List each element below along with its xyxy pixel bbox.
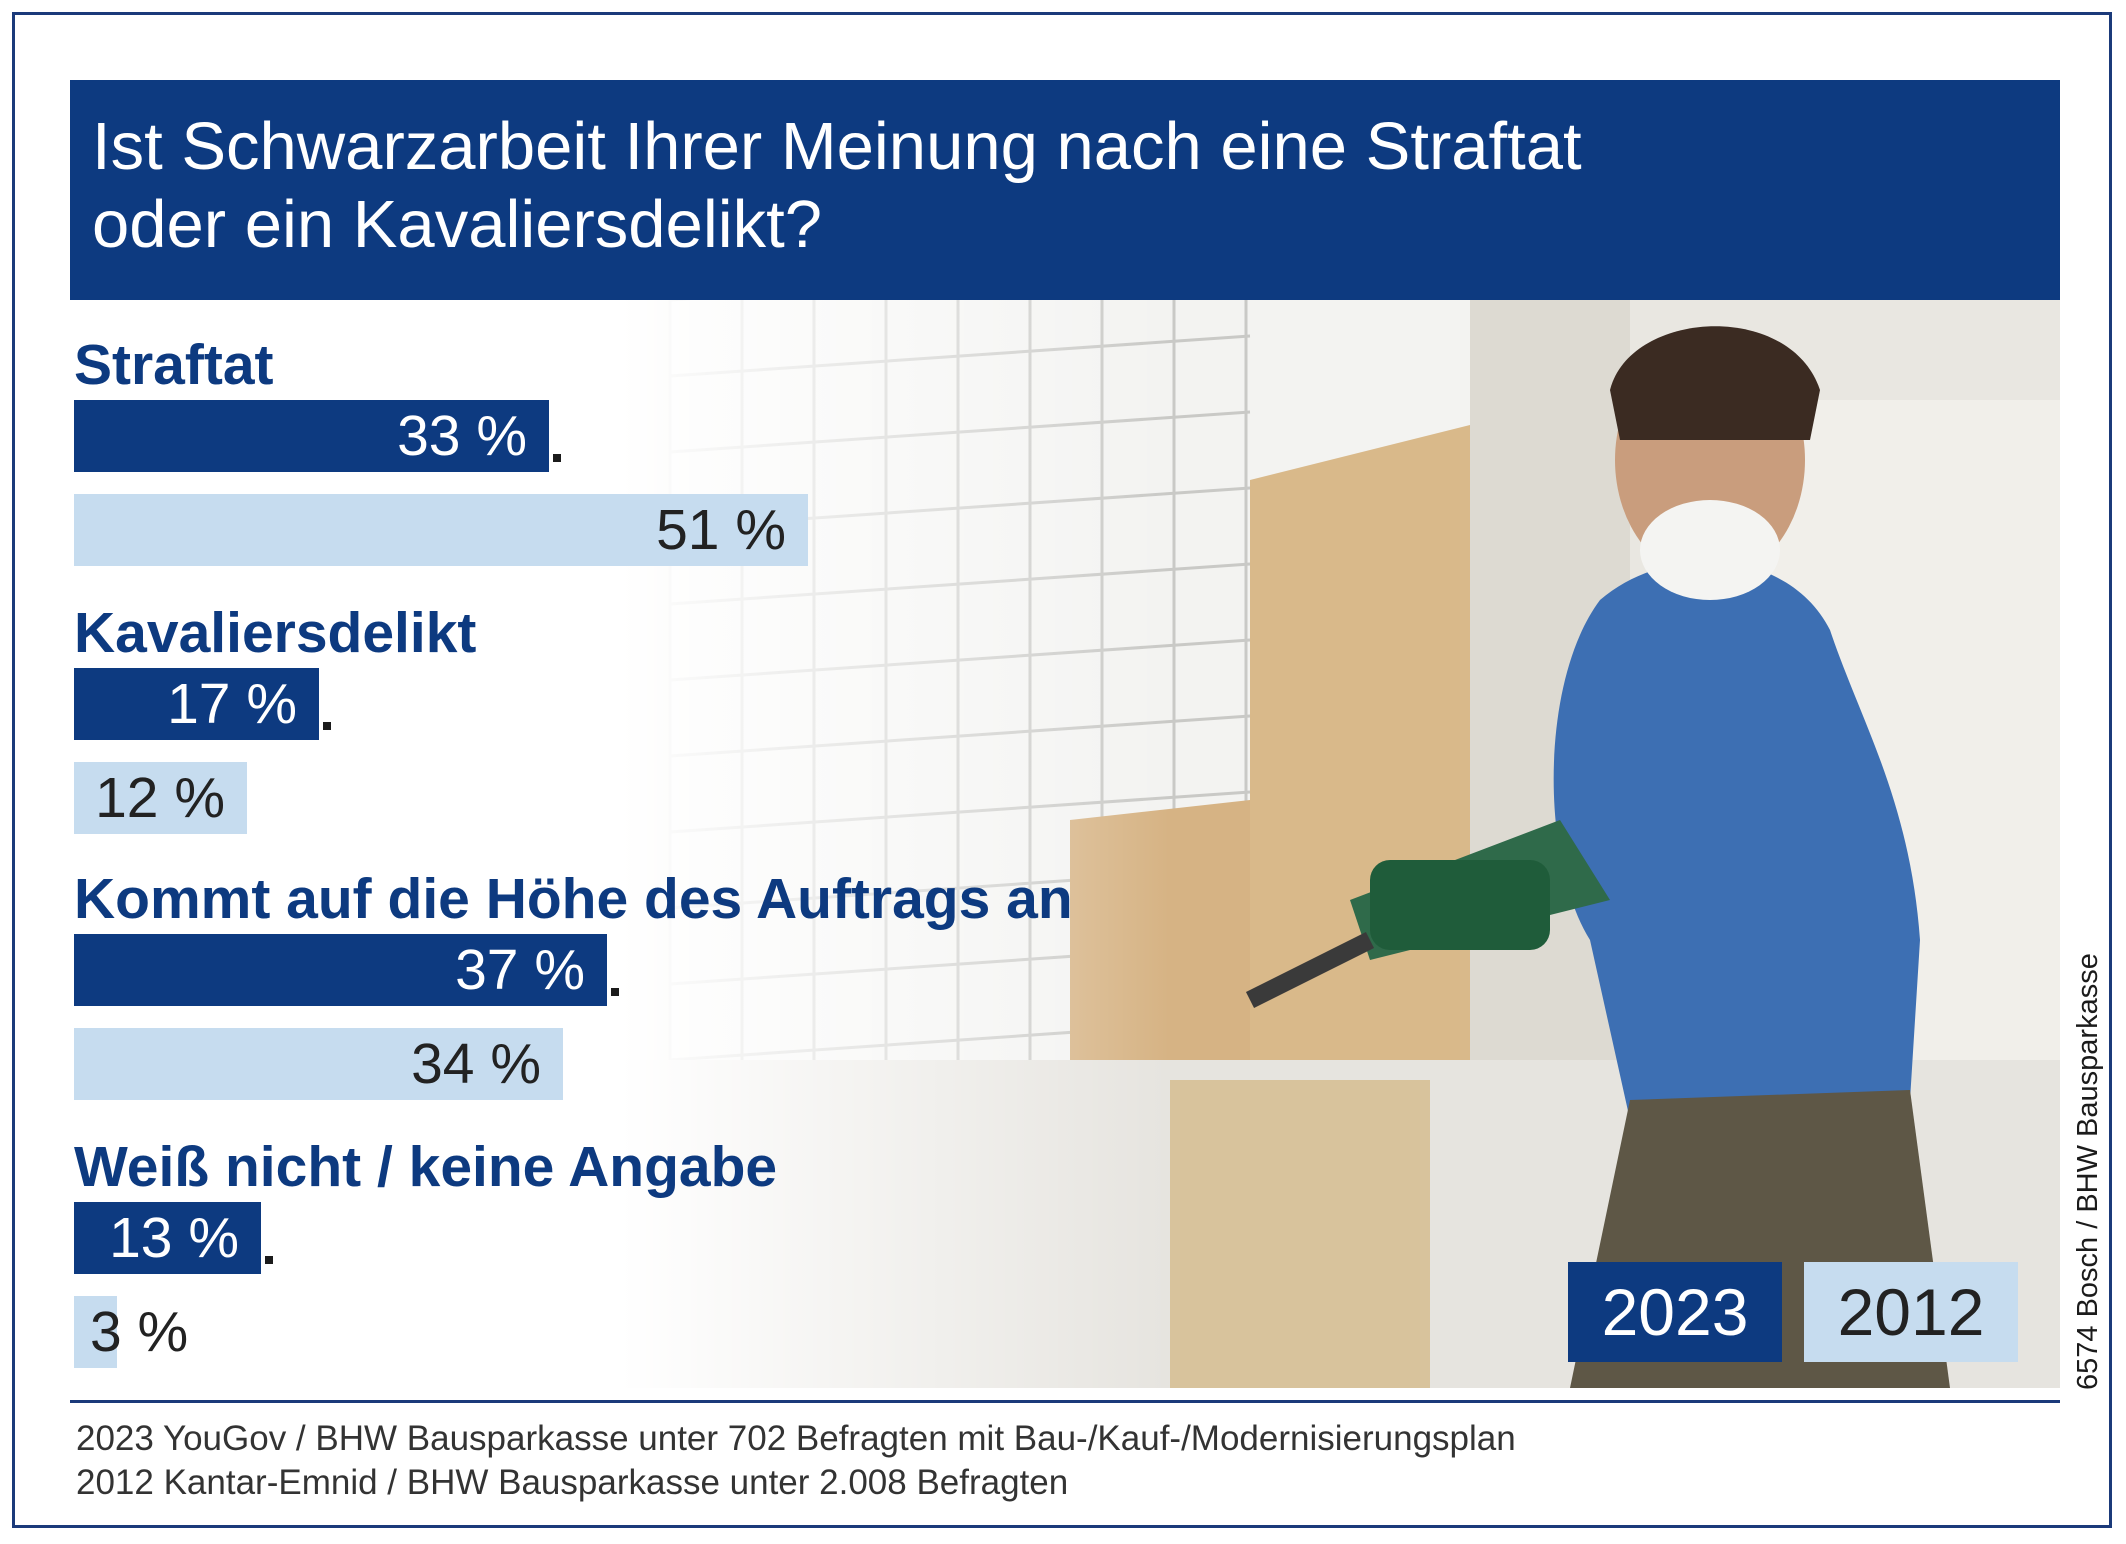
bar-2023 [74, 400, 549, 472]
bar-2012 [74, 1028, 563, 1100]
bar-2023 [74, 668, 319, 740]
bar-end-marker [265, 1256, 273, 1264]
category-label: Straftat [74, 333, 274, 397]
photo-credit: 6574 Bosch / BHW Bausparkasse [2072, 953, 2104, 1390]
bar-end-marker [611, 988, 619, 996]
bar-end-marker [323, 722, 331, 730]
value-label-2012: 12 % [95, 766, 225, 830]
bar-2023 [74, 1202, 261, 1274]
category-label: Kommt auf die Höhe des Auftrags an [74, 867, 1073, 931]
footer-rule [70, 1400, 2060, 1403]
value-label-2023: 37 % [455, 938, 585, 1002]
value-label-2023: 13 % [109, 1206, 239, 1270]
chart-title: Ist Schwarzarbeit Ihrer Meinung nach ein… [92, 108, 2038, 264]
source-note-2012: 2012 Kantar-Emnid / BHW Bausparkasse unt… [76, 1463, 1069, 1502]
legend-2012: 2012 [1804, 1262, 2018, 1362]
value-label-2012: 51 % [656, 498, 786, 562]
value-label-2023: 33 % [397, 404, 527, 468]
category-label: Weiß nicht / keine Angabe [74, 1135, 778, 1199]
value-label-2012: 34 % [411, 1032, 541, 1096]
title-line-2: oder ein Kavaliersdelikt? [92, 187, 822, 262]
title-bar: Ist Schwarzarbeit Ihrer Meinung nach ein… [70, 80, 2060, 300]
legend-2023: 2023 [1568, 1262, 1782, 1362]
bar-2012 [74, 1296, 117, 1368]
bar-end-marker [553, 454, 561, 462]
source-note-2023: 2023 YouGov / BHW Bausparkasse unter 702… [76, 1419, 1516, 1458]
category-label: Kavaliersdelikt [74, 601, 477, 665]
title-line-1: Ist Schwarzarbeit Ihrer Meinung nach ein… [92, 109, 1582, 184]
value-label-2023: 17 % [167, 672, 297, 736]
bar-2012 [74, 762, 247, 834]
bar-2012 [74, 494, 808, 566]
value-label-2012: 3 % [90, 1300, 189, 1364]
bar-2023 [74, 934, 607, 1006]
